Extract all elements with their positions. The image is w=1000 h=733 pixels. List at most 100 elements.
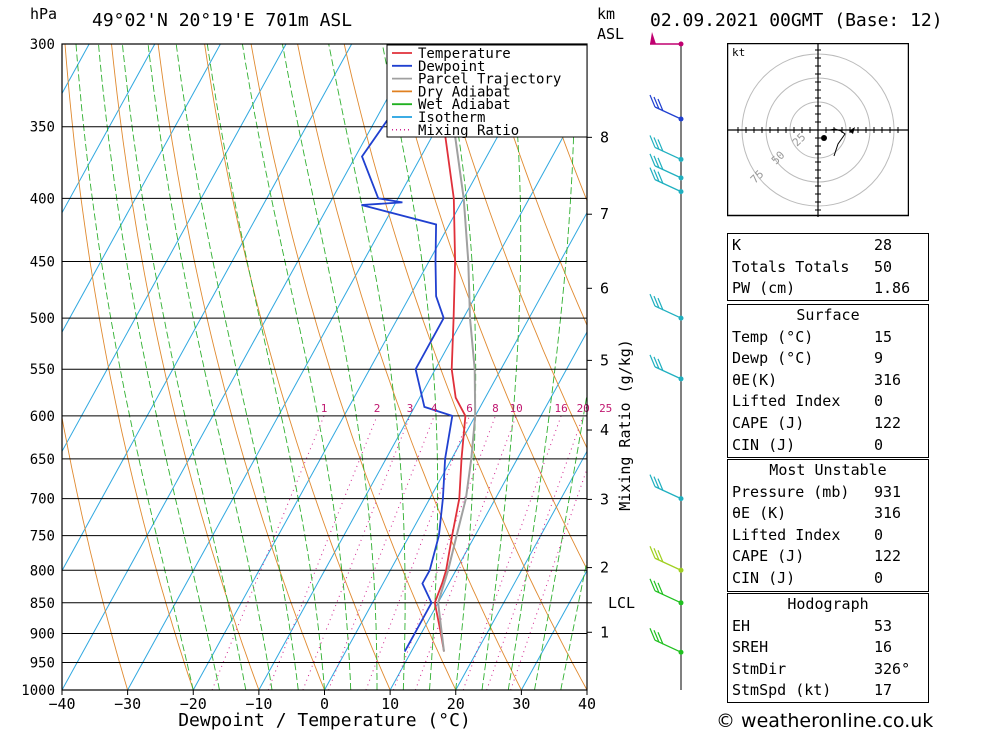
- asl-label: ASL: [597, 25, 625, 43]
- isotherm-line: [62, 44, 221, 334]
- x-axis-label: Dewpoint / Temperature (°C): [178, 710, 471, 731]
- pressure-tick-label: 900: [30, 626, 55, 642]
- mixing-ratio-label: 2: [374, 402, 381, 415]
- wind-barb-staff: [654, 179, 682, 193]
- index-value: 326°: [874, 659, 911, 678]
- mixing-ratio-axis-label: Mixing Ratio (g/kg): [616, 339, 634, 511]
- wind-barb-staff: [654, 106, 682, 120]
- index-label: CAPE (J): [732, 547, 805, 566]
- dry-adiabat-line: [297, 44, 522, 690]
- index-label: StmDir: [732, 659, 787, 678]
- dry-adiabat-line: [111, 44, 260, 690]
- x-tick-label: 0: [320, 695, 329, 713]
- wind-barb-tick: [653, 580, 660, 594]
- wind-barb-staff: [654, 557, 682, 571]
- index-row: Lifted Index 0: [728, 525, 928, 547]
- mixing-ratio-label: 6: [466, 402, 473, 415]
- most-unstable-table: Most Unstable Pressure (mb) 931 θE (K) 316 Li…: [728, 460, 928, 590]
- wind-barb-staff: [654, 146, 682, 161]
- wind-barb-tick: [649, 293, 656, 307]
- isotherm-line: [192, 44, 549, 690]
- wind-barb-tick: [657, 478, 664, 491]
- wind-barb-tick: [657, 631, 664, 645]
- legend-entry: Wet Adiabat: [418, 97, 511, 113]
- wind-barb-tick: [657, 582, 664, 596]
- wet-adiabat-line: [328, 44, 406, 690]
- index-row: EH 53: [728, 616, 928, 638]
- wind-barb: [649, 354, 684, 382]
- hodograph-storm-marker: [821, 135, 827, 141]
- km-tick-label: 7: [600, 205, 609, 223]
- wind-barb-tick: [653, 96, 660, 110]
- pressure-tick-label: 350: [30, 120, 55, 136]
- wind-barb-staff: [654, 366, 682, 380]
- isotherm-line: [127, 44, 484, 690]
- wind-barb-tick: [653, 629, 660, 643]
- wet-adiabat-line: [175, 44, 299, 690]
- index-value: 122: [874, 547, 902, 566]
- date-title: 02.09.2021 00GMT (Base: 12): [650, 10, 943, 31]
- wind-barb-tick: [653, 476, 660, 489]
- index-row: CIN (J) 0: [728, 435, 928, 457]
- mixing-ratio-label: 20: [577, 402, 590, 415]
- wet-adiabat-line: [98, 44, 220, 690]
- hodograph-trace: [829, 128, 846, 157]
- wind-barb: [649, 627, 684, 655]
- wind-barb-tick: [649, 627, 656, 641]
- index-label: PW (cm): [732, 279, 796, 298]
- pressure-tick-label: 750: [30, 529, 55, 545]
- x-tick-label: −20: [180, 695, 207, 713]
- index-value: 1.86: [874, 279, 911, 298]
- wind-barb-staff: [654, 639, 682, 653]
- mixing-ratio-line: [328, 415, 435, 690]
- index-label: CIN (J): [732, 568, 796, 587]
- dry-adiabat-line: [483, 44, 587, 327]
- mixing-ratio-label: 1: [321, 402, 328, 415]
- index-value: 9: [874, 349, 884, 368]
- wind-barb: [649, 153, 684, 181]
- index-row: Temp (°C) 15: [728, 327, 928, 349]
- wind-barb-tick: [649, 546, 656, 559]
- legend-entry: Temperature: [418, 46, 511, 62]
- km-tick-label: 1: [600, 623, 609, 641]
- section-title: Surface: [796, 306, 860, 324]
- index-row: CAPE (J) 122: [728, 546, 928, 568]
- mixing-ratio-label: 10: [509, 402, 522, 415]
- surface-table: Surface Temp (°C) 15 Dewp (°C) 9 θE(K) 316 Lift…: [728, 305, 928, 456]
- wind-barb: [649, 474, 684, 502]
- isotherm-line: [389, 331, 587, 690]
- dry-adiabat-line: [949, 44, 1000, 690]
- x-tick-label: 20: [447, 695, 465, 713]
- index-value: 316: [874, 504, 902, 523]
- wind-barb-tick: [649, 153, 656, 167]
- index-value: 931: [874, 482, 902, 501]
- index-value: 316: [874, 370, 902, 389]
- index-label: Temp (°C): [732, 327, 814, 346]
- wet-adiabat-line: [442, 44, 477, 690]
- mixing-ratio-label: 8: [492, 402, 499, 415]
- legend-box: [386, 44, 588, 138]
- wind-barb: [649, 546, 684, 573]
- series-line-dewpoint: [360, 44, 454, 653]
- index-value: 0: [874, 525, 884, 544]
- dry-adiabat-line: [157, 44, 325, 690]
- wind-barb-tick: [653, 295, 660, 309]
- pressure-tick-label: 800: [30, 563, 55, 579]
- index-row: Totals Totals 50: [728, 257, 928, 279]
- index-row: StmSpd (kt) 17: [728, 680, 928, 702]
- mixing-ratio-label: 3: [407, 402, 414, 415]
- index-value: 17: [874, 681, 893, 700]
- hodograph-box: [727, 593, 929, 703]
- x-tick-label: 10: [381, 695, 399, 713]
- wind-barb-tick: [657, 358, 664, 372]
- wind-barb-tick: [657, 157, 664, 171]
- x-tick-label: 30: [512, 695, 530, 713]
- wet-adiabat-line: [121, 44, 247, 690]
- general-indices-box: [727, 233, 929, 301]
- wind-barb-tick: [657, 550, 664, 563]
- pressure-tick-label: 850: [30, 596, 55, 612]
- wind-barb-staff: [654, 305, 682, 319]
- pressure-tick-label: 700: [30, 492, 55, 508]
